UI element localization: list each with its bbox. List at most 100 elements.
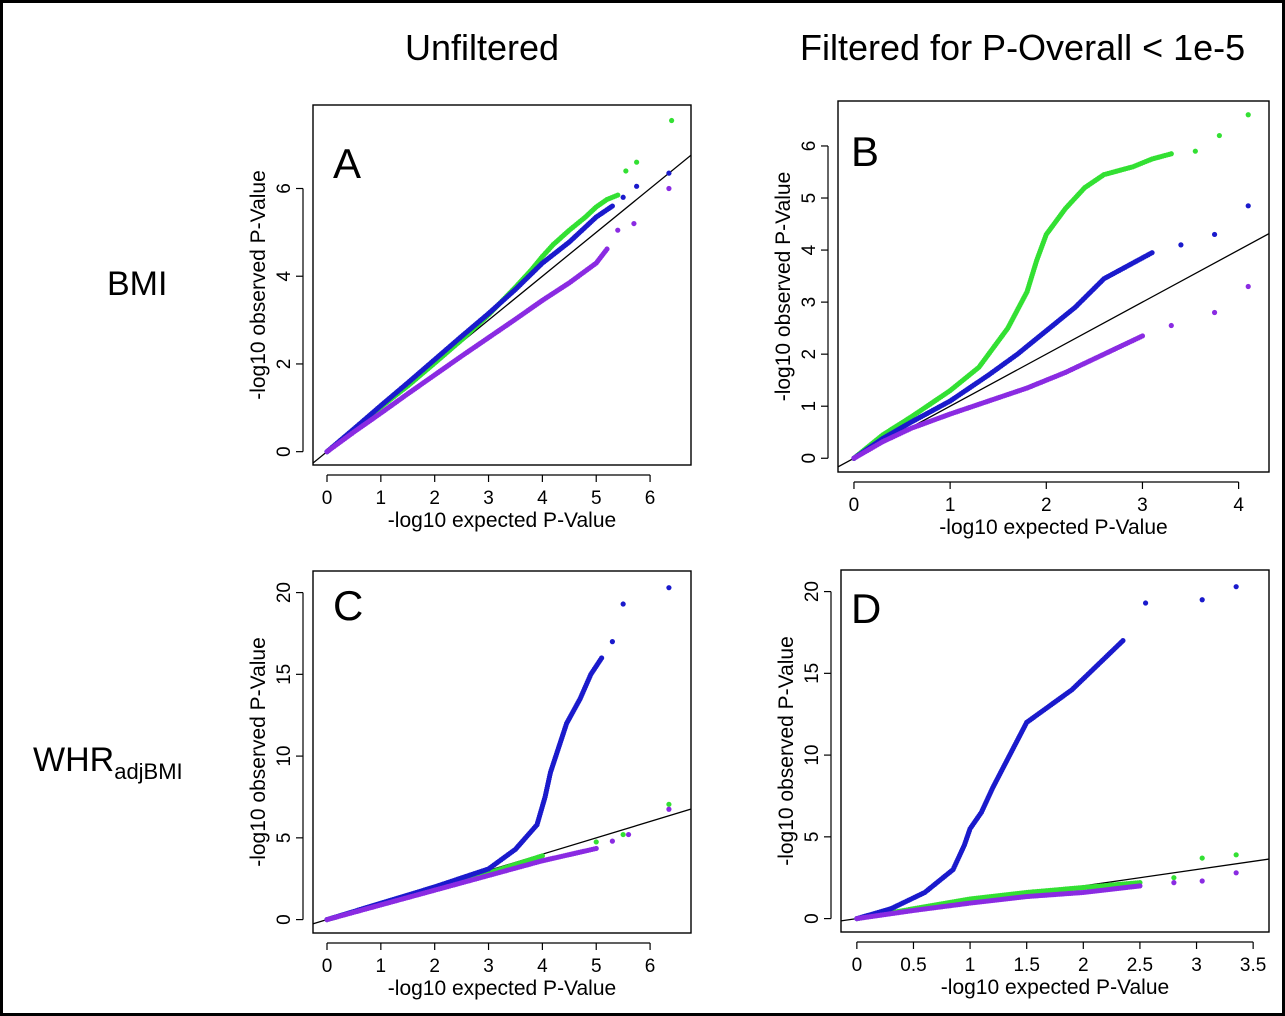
data-point: [623, 168, 629, 174]
data-point: [666, 585, 672, 591]
series-green: [851, 112, 1251, 461]
x-tick-label: 3.5: [1240, 955, 1266, 976]
panel-letter: B: [851, 128, 879, 175]
x-tick-label: 3: [1137, 495, 1148, 516]
data-point: [1192, 148, 1198, 154]
data-point: [1178, 242, 1184, 248]
x-axis-label: -log10 expected P-Value: [941, 976, 1169, 999]
row-label-bmi-text: BMI: [107, 265, 168, 303]
y-tick-label: 0: [274, 914, 295, 925]
x-tick-label: 1: [376, 956, 387, 977]
x-tick-label: 5: [591, 956, 602, 977]
x-tick-label: 0: [322, 488, 333, 509]
y-axis-label: -log10 observed P-Value: [772, 172, 795, 402]
series-blue: [854, 584, 1239, 922]
data-point: [1233, 584, 1239, 590]
y-tick-label: 15: [802, 663, 823, 684]
x-tick-label: 1.5: [1013, 955, 1039, 976]
data-point: [1216, 132, 1222, 139]
data-point: [1171, 880, 1177, 886]
y-tick-label: 6: [274, 183, 295, 194]
data-point: [1139, 333, 1146, 339]
data-point: [1168, 322, 1174, 329]
x-tick-label: 6: [645, 488, 656, 509]
data-point: [604, 246, 610, 252]
data-point: [609, 639, 615, 645]
x-tick-label: 0: [852, 955, 863, 976]
series-purple: [851, 283, 1251, 461]
data-point: [620, 601, 626, 607]
qq-plot-panel-a: 0 1 2 3 4 5 6 -log10 expected P-Value 0 2 4 6 -log10…: [247, 104, 692, 532]
y-tick-label: 4: [274, 271, 295, 282]
x-tick-label: 2: [429, 488, 440, 509]
plot-frame: [840, 569, 1270, 933]
qq-plot-panel-c: 0 1 2 3 4 5 6 -log10 expected P-Value 0 5 10 15 20 -l…: [247, 570, 692, 1000]
x-tick-label: 3: [483, 488, 494, 509]
data-point: [666, 170, 672, 176]
y-tick-label: 6: [799, 141, 820, 152]
y-tick-label: 0: [274, 446, 295, 457]
y-tick-label: 5: [799, 193, 820, 204]
qq-plot-panel-d: 0 0.5 1 1.5 2 2.5 3 3.5 -log10 expected P-Value 0…: [775, 569, 1270, 999]
y-tick-label: 2: [274, 359, 295, 370]
x-axis-label: -log10 expected P-Value: [388, 977, 616, 1000]
x-tick-label: 4: [537, 956, 548, 977]
data-point: [1149, 250, 1155, 256]
x-tick-label: 5: [591, 488, 602, 509]
panel-letter: C: [333, 582, 363, 629]
panel-letter: D: [851, 585, 881, 632]
data-point: [1199, 878, 1205, 884]
data-point: [1245, 203, 1251, 209]
data-point: [1142, 600, 1149, 606]
x-tick-label: 2.5: [1127, 955, 1153, 976]
data-point: [539, 853, 545, 859]
data-point: [1120, 638, 1126, 644]
data-point: [1245, 112, 1251, 118]
qq-plot-panel-b: 0 1 2 3 4 -log10 expected P-Value 0 1 2 3 4 5 6 -log1…: [772, 100, 1270, 539]
plot-frame: [312, 104, 692, 466]
y-tick-label: 15: [274, 664, 295, 685]
y-tick-label: 4: [799, 244, 820, 255]
data-point: [1199, 855, 1205, 861]
data-point: [1199, 597, 1205, 603]
x-tick-label: 2: [1078, 955, 1089, 976]
x-tick-label: 1: [965, 955, 976, 976]
data-point: [1245, 283, 1251, 290]
y-axis-label: -log10 observed P-Value: [247, 637, 270, 867]
data-point: [1137, 883, 1143, 889]
x-tick-label: 3: [483, 956, 494, 977]
data-point: [620, 194, 626, 200]
series-purple: [324, 185, 672, 455]
y-tick-label: 1: [799, 401, 820, 412]
data-point: [666, 801, 672, 807]
data-point: [1211, 231, 1218, 238]
x-axis-label: -log10 expected P-Value: [939, 516, 1167, 539]
y-axis-label: -log10 observed P-Value: [775, 636, 798, 866]
x-tick-label: 0: [322, 956, 333, 977]
x-tick-label: 6: [645, 956, 656, 977]
y-tick-label: 10: [802, 745, 823, 766]
x-tick-label: 0.5: [900, 955, 926, 976]
reference-line: [841, 858, 1269, 922]
x-tick-label: 3: [1191, 955, 1202, 976]
data-point: [1211, 309, 1218, 316]
row-label-whr-text: WHR: [33, 741, 115, 779]
plot-frame: [837, 100, 1270, 473]
x-tick-label: 4: [1233, 495, 1244, 516]
data-point: [593, 845, 599, 852]
row-label-whr: WHRadjBMI: [33, 741, 183, 785]
data-point: [615, 192, 621, 198]
data-point: [631, 220, 637, 227]
row-label-bmi: BMI: [107, 265, 167, 304]
y-axis-label: -log10 observed P-Value: [247, 170, 270, 400]
column-header-filtered: Filtered for P-Overall < 1e-5: [800, 27, 1246, 68]
row-label-whr-subscript: adjBMI: [114, 758, 183, 784]
data-point: [1171, 875, 1177, 881]
data-point: [625, 831, 632, 838]
x-tick-label: 0: [849, 495, 860, 516]
data-point: [593, 839, 599, 845]
data-point: [609, 203, 615, 209]
x-tick-label: 1: [945, 495, 956, 516]
data-point: [609, 838, 615, 844]
series-purple: [324, 806, 672, 923]
